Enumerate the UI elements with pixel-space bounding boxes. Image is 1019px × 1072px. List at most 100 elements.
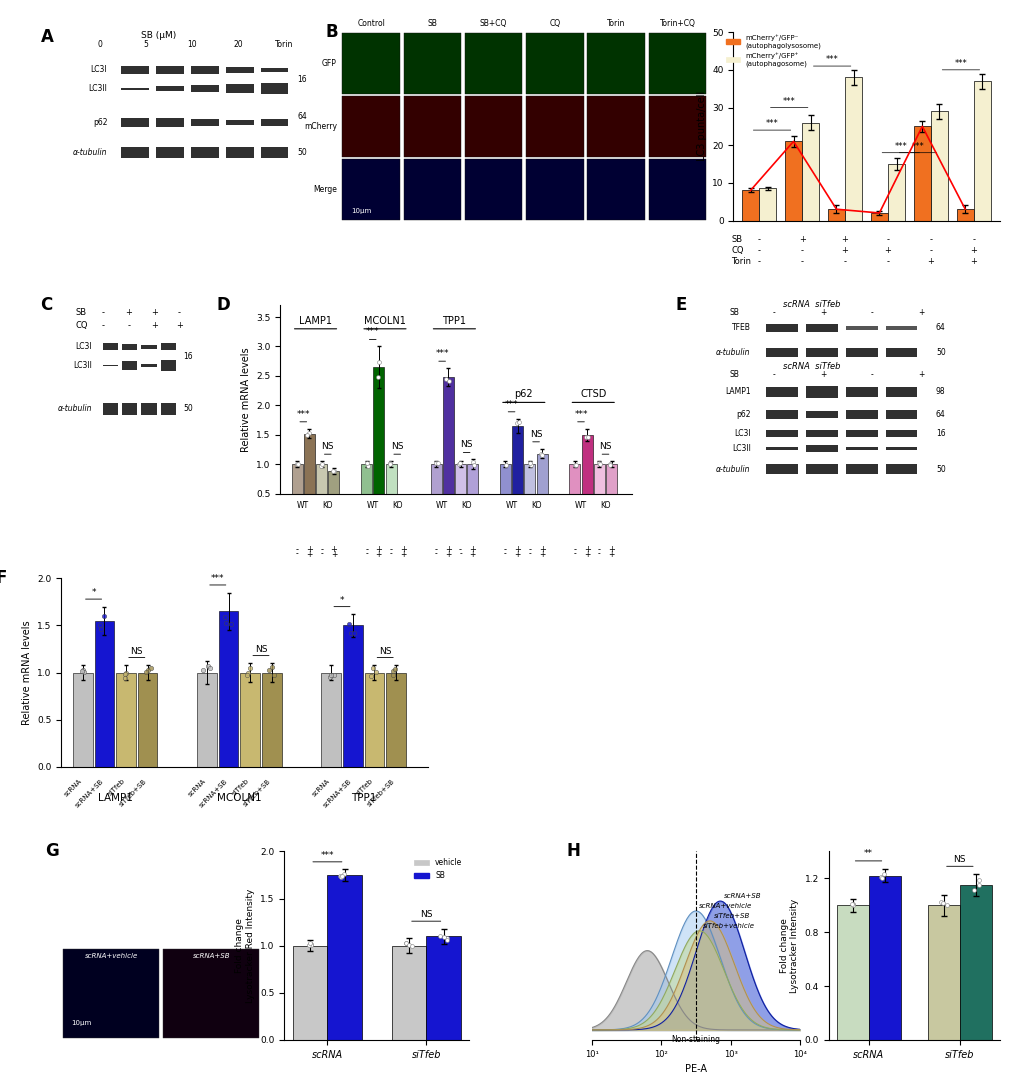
Text: NS: NS xyxy=(130,646,143,656)
Bar xyxy=(499,464,511,523)
Text: +: + xyxy=(798,235,805,243)
Text: 16: 16 xyxy=(297,75,307,84)
Bar xyxy=(765,324,797,331)
Bar xyxy=(163,950,259,1038)
Bar xyxy=(225,68,254,73)
Legend: mCherry⁺/GFP⁻
(autophagolysosome), mCherry⁺/GFP⁺
(autophagosome): mCherry⁺/GFP⁻ (autophagolysosome), mCher… xyxy=(722,32,823,70)
Bar xyxy=(385,464,396,523)
Bar xyxy=(365,672,384,766)
Text: scRNA: scRNA xyxy=(186,778,207,798)
Point xyxy=(931,894,948,911)
Bar xyxy=(191,147,218,159)
Text: ***: *** xyxy=(911,142,923,151)
Text: CQ: CQ xyxy=(549,19,559,28)
Bar xyxy=(465,159,522,220)
Point xyxy=(313,457,329,474)
Text: NS: NS xyxy=(390,443,404,451)
Point xyxy=(450,456,467,473)
Text: +: + xyxy=(917,308,924,316)
Bar xyxy=(141,345,157,348)
Text: Non-staining: Non-staining xyxy=(671,1034,719,1044)
Text: +: + xyxy=(969,257,976,267)
Bar xyxy=(741,191,758,221)
Point xyxy=(322,666,338,683)
Text: scRNA+SB: scRNA+SB xyxy=(198,778,228,808)
Text: WT: WT xyxy=(436,501,447,509)
Text: -: - xyxy=(296,546,299,554)
Bar xyxy=(587,95,644,157)
Point xyxy=(301,936,317,953)
Text: NS: NS xyxy=(379,646,391,656)
Text: NS: NS xyxy=(420,910,432,920)
Text: SB: SB xyxy=(75,308,87,316)
Bar xyxy=(225,120,254,125)
Text: ***: *** xyxy=(782,96,795,106)
Text: CTSD: CTSD xyxy=(580,389,606,400)
Text: 64: 64 xyxy=(297,113,307,121)
Bar xyxy=(845,430,877,437)
Text: Torin: Torin xyxy=(275,41,293,49)
Text: C: C xyxy=(40,296,52,314)
Text: scRNA  siTfeb: scRNA siTfeb xyxy=(782,300,840,309)
Point xyxy=(396,504,413,521)
Bar xyxy=(386,672,406,766)
Bar xyxy=(805,430,838,437)
Text: α-tubulin: α-tubulin xyxy=(58,404,92,414)
Text: -: - xyxy=(757,235,760,243)
Text: +: + xyxy=(444,550,451,559)
Bar xyxy=(191,66,218,74)
X-axis label: PE-A: PE-A xyxy=(685,1064,706,1072)
Point xyxy=(969,876,985,893)
Text: G: G xyxy=(45,843,59,860)
Bar xyxy=(404,95,461,157)
Text: -: - xyxy=(886,235,889,243)
Bar xyxy=(342,625,362,766)
Bar xyxy=(765,387,797,397)
Y-axis label: Relative mRNA levels: Relative mRNA levels xyxy=(21,621,32,725)
Bar xyxy=(805,347,838,357)
Text: LC3II: LC3II xyxy=(73,361,92,370)
Point xyxy=(578,429,594,446)
Point xyxy=(601,456,618,473)
Text: scRNA  siTfeb: scRNA siTfeb xyxy=(782,362,840,371)
Text: 5: 5 xyxy=(144,41,148,49)
Point xyxy=(216,608,232,625)
Y-axis label: Relative mRNA levels: Relative mRNA levels xyxy=(240,347,251,451)
Bar xyxy=(524,464,535,523)
Text: **: ** xyxy=(863,849,872,859)
Point xyxy=(873,869,890,887)
Text: D: D xyxy=(217,296,230,314)
Point xyxy=(92,616,108,634)
Bar xyxy=(426,936,461,1040)
Text: -: - xyxy=(843,257,846,267)
Bar xyxy=(141,363,157,368)
Bar xyxy=(648,33,705,94)
Bar xyxy=(805,445,838,452)
Text: siTfeb+SB: siTfeb+SB xyxy=(713,913,749,919)
Text: scRNA+SB: scRNA+SB xyxy=(73,778,104,808)
Bar xyxy=(593,464,604,523)
Bar xyxy=(321,672,340,766)
Bar xyxy=(845,447,877,450)
Text: LC3I: LC3I xyxy=(734,429,750,437)
Point xyxy=(200,658,216,675)
Bar xyxy=(260,147,288,159)
Bar xyxy=(225,84,254,93)
Point xyxy=(368,662,384,680)
Text: ***: *** xyxy=(211,575,224,583)
Bar xyxy=(121,147,149,159)
Text: scRNA: scRNA xyxy=(311,778,331,798)
Point xyxy=(384,662,400,680)
Text: -: - xyxy=(459,550,462,559)
Text: -: - xyxy=(573,546,576,554)
Text: scRNA+SB: scRNA+SB xyxy=(322,778,353,808)
Text: +: + xyxy=(399,550,407,559)
Bar xyxy=(316,464,327,523)
Text: KO: KO xyxy=(322,501,333,509)
Text: -: - xyxy=(389,546,392,554)
Text: B: B xyxy=(325,23,338,41)
Bar xyxy=(605,464,616,523)
Text: scRNA+vehicle: scRNA+vehicle xyxy=(85,953,138,959)
Bar xyxy=(765,447,797,450)
Bar xyxy=(569,464,580,523)
